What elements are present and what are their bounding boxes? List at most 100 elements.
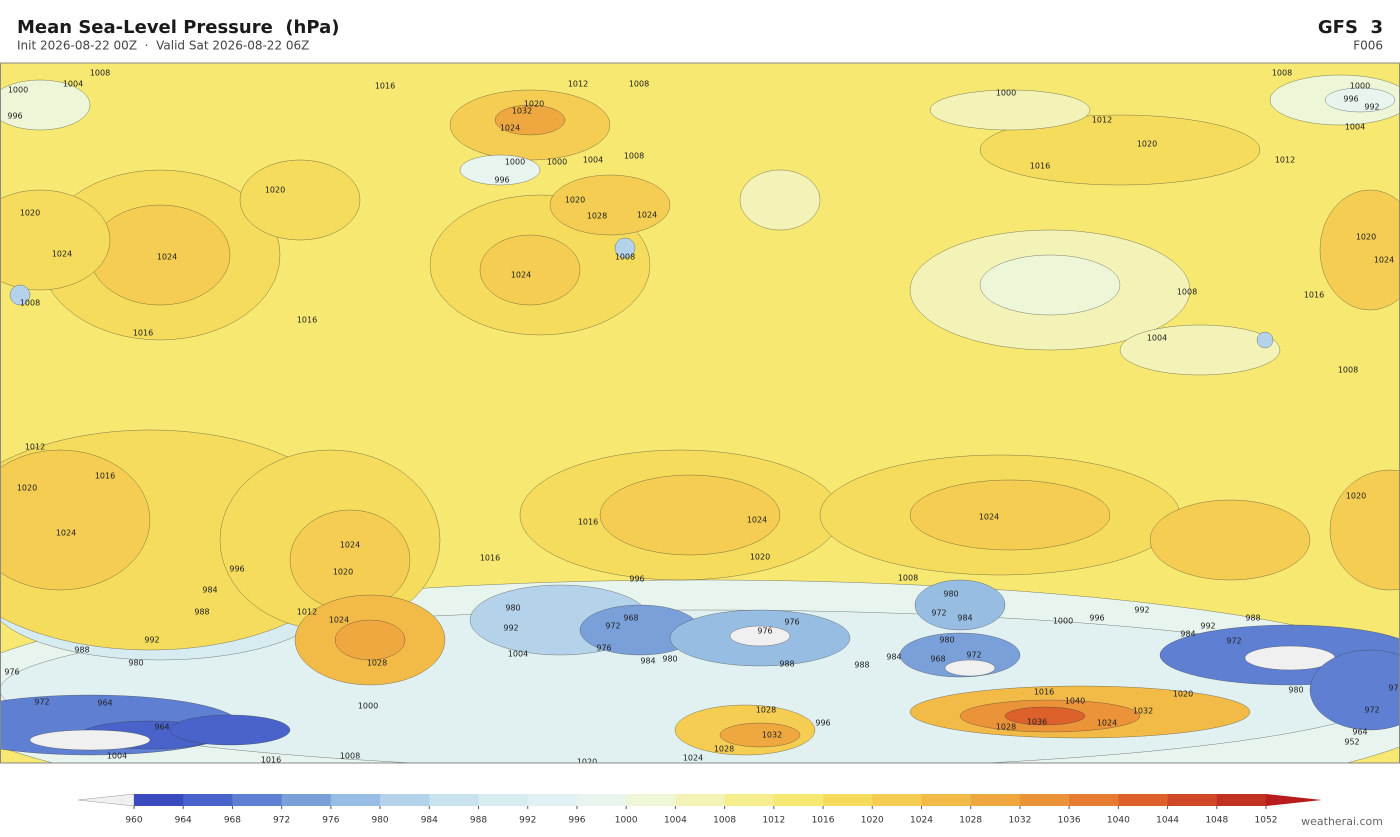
contour-label: 1016 (95, 472, 115, 481)
contour-label: 1012 (1275, 156, 1295, 165)
contour-label: 1040 (1065, 697, 1085, 706)
colorbar-label: 1024 (910, 816, 933, 826)
contour-label: 1024 (329, 616, 349, 625)
colorbar-segment (527, 794, 578, 806)
contour-label: 1020 (333, 568, 353, 577)
contour-label: 976 (784, 618, 799, 627)
pressure-area (0, 449, 151, 591)
colorbar-over (1266, 794, 1322, 806)
colorbar-label: 972 (273, 816, 290, 826)
contour-label: 1016 (375, 82, 395, 91)
colorbar-segment (281, 794, 332, 806)
contour-label: 992 (1364, 103, 1379, 112)
contour-label: 968 (930, 655, 945, 664)
contour-label: 1020 (1346, 492, 1366, 501)
contour-label: 964 (1352, 728, 1367, 737)
pressure-area (1309, 649, 1400, 731)
contour-label: 996 (815, 719, 830, 728)
pressure-area (1324, 87, 1396, 113)
contour-label: 1016 (480, 554, 500, 563)
contour-label: 1020 (577, 758, 597, 767)
pressure-area (1329, 469, 1400, 591)
pressure-area (9, 284, 31, 306)
contour-label: 980 (662, 655, 677, 664)
pressure-area (494, 104, 566, 136)
contour-label: 996 (494, 176, 509, 185)
colorbar-label: 992 (519, 816, 536, 826)
contour-label: 1012 (25, 443, 45, 452)
colorbar-segment (1118, 794, 1169, 806)
contour-label: 1012 (297, 608, 317, 617)
contour-label: 988 (779, 660, 794, 669)
contour-label: 972 (966, 651, 981, 660)
colorbar-under (77, 793, 135, 807)
colorbar-segment (330, 794, 381, 806)
colorbar-segment (675, 794, 726, 806)
contour-label: 1004 (63, 80, 83, 89)
contour-label: 1008 (629, 80, 649, 89)
contour-label: 1020 (1356, 233, 1376, 242)
colorbar-label: 984 (421, 816, 438, 826)
contour-label: 992 (1200, 622, 1215, 631)
contour-label: 1020 (565, 196, 585, 205)
contour-label: 1008 (20, 299, 40, 308)
contour-label: 1000 (547, 158, 567, 167)
contour-label: 1000 (1350, 82, 1370, 91)
contour-label: 1024 (1374, 256, 1394, 265)
contour-label: 984 (1180, 630, 1195, 639)
contour-label: 1028 (714, 745, 734, 754)
contour-label: 1024 (979, 513, 999, 522)
contour-label: 952 (1344, 738, 1359, 747)
contour-label: 1016 (1304, 291, 1324, 300)
pressure-area (979, 254, 1121, 316)
pressure-area (944, 659, 996, 677)
contour-label: 1000 (358, 702, 378, 711)
pressure-area (334, 619, 406, 661)
pressure-area (479, 234, 581, 306)
colorbar-label: 1036 (1058, 816, 1081, 826)
colorbar-segment (134, 794, 184, 806)
contour-label: 972 (931, 609, 946, 618)
pressure-area (459, 154, 541, 186)
contour-label: 968 (623, 614, 638, 623)
colorbar-segment (724, 794, 775, 806)
contour-label: 996 (1343, 95, 1358, 104)
contour-label: 976 (596, 644, 611, 653)
contour-label: 1020 (17, 484, 37, 493)
contour-label: 1008 (898, 574, 918, 583)
contour-label: 1028 (367, 659, 387, 668)
contour-label: 1024 (340, 541, 360, 550)
contour-label: 988 (1245, 614, 1260, 623)
colorbar-segment (872, 794, 922, 806)
contour-label: 1024 (157, 253, 177, 262)
colorbar-label: 1004 (664, 816, 687, 826)
contour-label: 972 (1226, 637, 1241, 646)
contour-label: 972 (34, 698, 49, 707)
model: GFS 3 (1318, 17, 1383, 38)
colorbar-label: 1048 (1205, 816, 1228, 826)
contour-label: 1004 (508, 650, 528, 659)
pressure-area (929, 89, 1091, 131)
contour-label: 976 (1388, 684, 1400, 693)
pressure-area (719, 722, 801, 748)
contour-label: 1012 (568, 80, 588, 89)
contour-label: 1024 (56, 529, 76, 538)
contour-label: 996 (229, 565, 244, 574)
pressure-area (909, 479, 1111, 551)
contour-label: 1000 (8, 86, 28, 95)
contour-label: 1020 (20, 209, 40, 218)
contour-label: 1028 (587, 212, 607, 221)
contour-label: 1008 (1177, 288, 1197, 297)
colorbar-segment (1167, 794, 1218, 806)
contour-label: 1016 (297, 316, 317, 325)
colorbar-label: 968 (224, 816, 241, 826)
contour-label: 996 (629, 575, 644, 584)
colorbar-label: 1008 (713, 816, 736, 826)
contour-label: 1000 (505, 158, 525, 167)
contour-label: 1004 (1147, 334, 1167, 343)
contour-label: 984 (640, 657, 655, 666)
pressure-area (29, 729, 151, 751)
colorbar-label: 1020 (861, 816, 884, 826)
